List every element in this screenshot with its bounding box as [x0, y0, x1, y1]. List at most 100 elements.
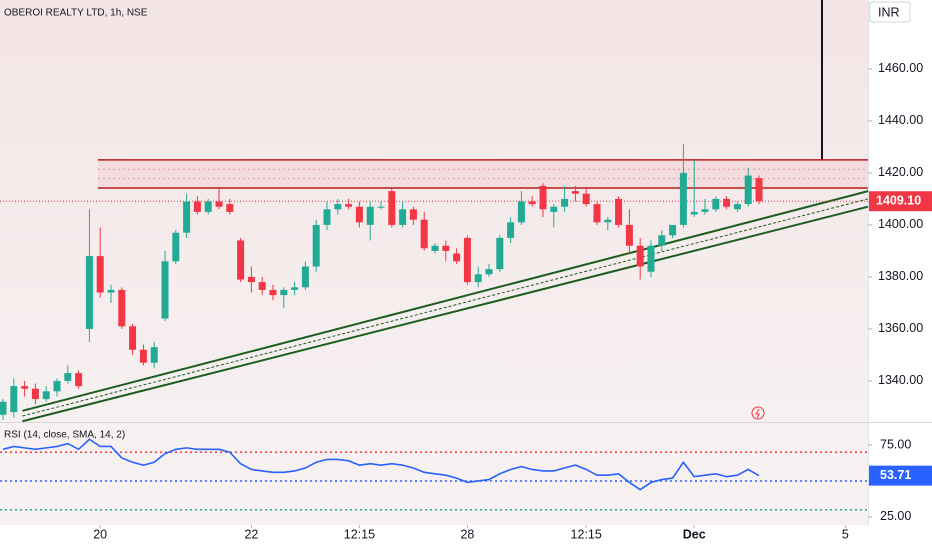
last-price-box [869, 191, 932, 212]
candle-body [733, 204, 741, 210]
y-tick-label: 1400.00 [878, 217, 923, 231]
alert-icon [751, 406, 765, 420]
rsi-y-tick-label: 25.00 [880, 509, 911, 523]
candle-body [0, 401, 7, 415]
candle-body [690, 211, 698, 215]
candle-body [712, 198, 720, 210]
y-tick-label: 1360.00 [878, 321, 923, 335]
candle-body [53, 380, 61, 392]
candle-body [679, 172, 687, 225]
time-axis [0, 525, 932, 550]
candle-body [593, 204, 601, 223]
rsi-line [2, 438, 760, 491]
y-tick-label: 1420.00 [878, 165, 923, 179]
rsi-value-label: 53.71 [880, 468, 911, 482]
y-tick-label: 1380.00 [878, 269, 923, 283]
candle-body [561, 198, 569, 207]
candle-body [604, 219, 612, 223]
candle-body [669, 224, 677, 236]
candle-body [150, 347, 158, 363]
candle-body [744, 175, 752, 205]
last-price-label: 1409.10 [876, 194, 921, 208]
candle-body [463, 237, 471, 283]
candle-body [31, 388, 39, 400]
candle-body [453, 253, 461, 262]
x-tick-label: 5 [842, 527, 849, 541]
candle-body [21, 386, 29, 389]
candle-body [291, 287, 299, 290]
candle-body [474, 274, 482, 283]
candle-body [723, 198, 731, 207]
candle-body [442, 245, 450, 251]
candle-body [226, 204, 234, 212]
candle-body [183, 201, 191, 233]
candle-body [161, 261, 169, 319]
candle-body [647, 245, 655, 272]
x-tick-label: 20 [93, 527, 107, 541]
candle-body [582, 193, 590, 205]
trend-line [22, 198, 869, 417]
candle-body [323, 209, 331, 225]
candle-body [755, 178, 763, 202]
candle-body [625, 224, 633, 246]
candle-body [172, 232, 180, 262]
candle-body [636, 245, 644, 267]
candle-body [615, 198, 623, 225]
candle-body [388, 191, 396, 225]
candle-body [215, 201, 223, 207]
y-tick-label: 1460.00 [878, 61, 923, 75]
candle-body [139, 349, 147, 363]
candle-body [528, 201, 536, 205]
chart-title: OBEROI REALTY LTD, 1h, NSE [4, 8, 148, 19]
candle-body [258, 282, 266, 290]
candle-body [496, 237, 504, 270]
currency-box[interactable] [869, 1, 911, 23]
candle-body [129, 326, 137, 350]
candle-body [366, 206, 374, 225]
candle-body [118, 289, 126, 327]
candle-body [42, 391, 50, 400]
marks [0, 144, 869, 511]
x-tick-label: 28 [460, 527, 474, 541]
candle-body [485, 269, 493, 275]
trend-line [22, 205, 869, 423]
trend-line [22, 190, 869, 412]
candle-body [204, 201, 212, 212]
resistance-zone [98, 159, 868, 188]
candle-body [96, 256, 104, 293]
candle-body [301, 266, 309, 288]
candle-body [75, 373, 83, 387]
rsi-value-box [869, 465, 932, 486]
candle-body [507, 222, 515, 238]
candle-body [193, 201, 201, 212]
x-tick-label: 12:15 [344, 527, 375, 541]
candle-body [355, 206, 363, 223]
candle-body [334, 204, 342, 210]
y-tick-label: 1340.00 [878, 373, 923, 387]
candle-body [539, 185, 547, 210]
x-tick-label: Dec [683, 527, 706, 541]
x-tick-label: 12:15 [571, 527, 602, 541]
x-tick-label: 22 [244, 527, 258, 541]
currency: INR [878, 5, 900, 19]
candle-body [571, 191, 579, 194]
candle-body [658, 235, 666, 246]
candle-body [420, 219, 428, 249]
candle-body [64, 373, 72, 381]
rsi-y-tick-label: 75.00 [880, 437, 911, 451]
candle-body [517, 201, 525, 223]
candle-body [345, 204, 353, 207]
candle-body [237, 240, 245, 280]
candle-body [10, 386, 18, 413]
candle-body [701, 209, 709, 212]
candle-body [247, 276, 255, 283]
candle-body [280, 289, 288, 296]
candle-body [399, 209, 407, 225]
candle-body [550, 206, 558, 212]
candle-body [409, 209, 417, 220]
candle-body [377, 206, 385, 208]
candle-body [431, 245, 439, 251]
rsi-label: RSI (14, close, SMA, 14, 2) [4, 430, 125, 441]
candle-body [269, 289, 277, 296]
